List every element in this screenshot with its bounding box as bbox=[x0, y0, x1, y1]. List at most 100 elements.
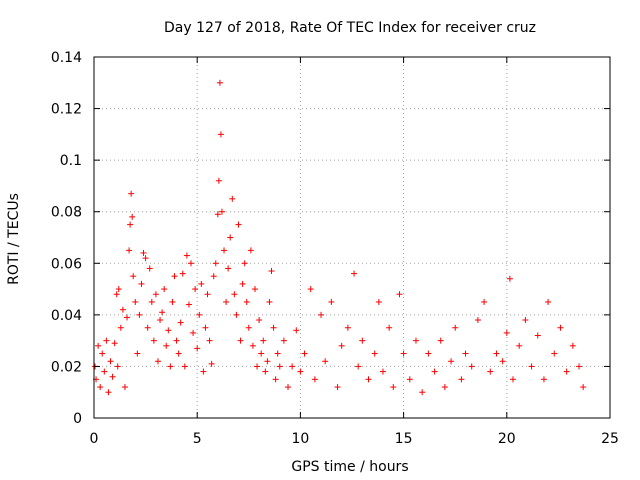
x-tick-label: 10 bbox=[291, 431, 309, 447]
data-point bbox=[204, 291, 211, 298]
grid-lines bbox=[94, 57, 610, 418]
data-point bbox=[99, 350, 106, 357]
y-tick-label: 0.06 bbox=[51, 256, 82, 272]
data-point bbox=[225, 265, 232, 272]
data-point bbox=[114, 363, 121, 370]
data-points bbox=[92, 79, 587, 396]
data-point bbox=[452, 324, 459, 331]
data-point bbox=[200, 368, 207, 375]
data-point bbox=[165, 327, 172, 334]
data-point bbox=[569, 342, 576, 349]
data-point bbox=[173, 337, 180, 344]
y-tick-label: 0.12 bbox=[51, 102, 82, 118]
y-tick-labels: 0 0.02 0.04 0.06 0.08 0.1 0.12 0.14 bbox=[51, 50, 82, 427]
data-point bbox=[247, 247, 254, 254]
data-point bbox=[390, 384, 397, 391]
data-point bbox=[262, 368, 269, 375]
data-point bbox=[400, 350, 407, 357]
data-point bbox=[276, 363, 283, 370]
data-point bbox=[130, 273, 137, 280]
y-tick-label: 0.02 bbox=[51, 359, 82, 375]
data-point bbox=[406, 376, 413, 383]
data-point bbox=[441, 384, 448, 391]
data-point bbox=[338, 342, 345, 349]
data-point bbox=[499, 358, 506, 365]
y-tick-label: 0 bbox=[73, 411, 82, 427]
data-point bbox=[126, 247, 133, 254]
data-point bbox=[487, 368, 494, 375]
data-point bbox=[227, 234, 234, 241]
data-point bbox=[258, 350, 265, 357]
data-point bbox=[534, 332, 541, 339]
data-point bbox=[157, 317, 164, 324]
data-point bbox=[115, 286, 122, 293]
data-point bbox=[235, 221, 242, 228]
data-point bbox=[528, 363, 535, 370]
data-point bbox=[216, 79, 223, 86]
data-point bbox=[148, 298, 155, 305]
data-point bbox=[190, 329, 197, 336]
data-point bbox=[318, 311, 325, 318]
data-point bbox=[136, 311, 143, 318]
data-point bbox=[365, 376, 372, 383]
data-point bbox=[359, 337, 366, 344]
data-point bbox=[396, 291, 403, 298]
data-point bbox=[516, 342, 523, 349]
x-tick-labels: 0 5 10 15 20 25 bbox=[90, 431, 619, 447]
data-point bbox=[167, 363, 174, 370]
data-point bbox=[124, 314, 131, 321]
data-point bbox=[208, 360, 215, 367]
data-point bbox=[468, 363, 475, 370]
data-point bbox=[101, 368, 108, 375]
data-point bbox=[134, 350, 141, 357]
data-point bbox=[179, 270, 186, 277]
data-point bbox=[344, 324, 351, 331]
data-point bbox=[481, 298, 488, 305]
data-point bbox=[214, 211, 221, 218]
data-point bbox=[169, 298, 176, 305]
data-point bbox=[301, 350, 308, 357]
data-point bbox=[163, 342, 170, 349]
data-point bbox=[223, 298, 230, 305]
data-point bbox=[307, 286, 314, 293]
x-axis-label: GPS time / hours bbox=[291, 459, 408, 475]
data-point bbox=[138, 280, 145, 287]
data-point bbox=[117, 324, 124, 331]
data-point bbox=[217, 131, 224, 138]
data-point bbox=[97, 384, 104, 391]
y-tick-label: 0.08 bbox=[51, 205, 82, 221]
x-tick-label: 15 bbox=[395, 431, 413, 447]
data-point bbox=[386, 324, 393, 331]
data-point bbox=[328, 298, 335, 305]
data-point bbox=[545, 298, 552, 305]
data-point bbox=[563, 368, 570, 375]
y-tick-label: 0.14 bbox=[51, 50, 82, 66]
data-point bbox=[334, 384, 341, 391]
data-point bbox=[212, 260, 219, 267]
data-point bbox=[107, 358, 114, 365]
data-point bbox=[119, 306, 126, 313]
data-point bbox=[355, 363, 362, 370]
plot-border bbox=[93, 56, 611, 419]
data-point bbox=[128, 190, 135, 197]
data-point bbox=[264, 358, 271, 365]
data-point bbox=[218, 208, 225, 215]
data-point bbox=[289, 363, 296, 370]
x-tick-label: 25 bbox=[601, 431, 619, 447]
data-point bbox=[311, 376, 318, 383]
data-point bbox=[150, 337, 157, 344]
data-point bbox=[233, 311, 240, 318]
data-point bbox=[431, 368, 438, 375]
data-point bbox=[237, 337, 244, 344]
x-tick-label: 5 bbox=[193, 431, 202, 447]
data-point bbox=[256, 317, 263, 324]
data-point bbox=[437, 337, 444, 344]
data-point bbox=[229, 195, 236, 202]
data-point bbox=[105, 389, 112, 396]
data-point bbox=[297, 368, 304, 375]
data-point bbox=[113, 291, 120, 298]
data-point bbox=[274, 350, 281, 357]
data-point bbox=[322, 358, 329, 365]
data-point bbox=[202, 324, 209, 331]
